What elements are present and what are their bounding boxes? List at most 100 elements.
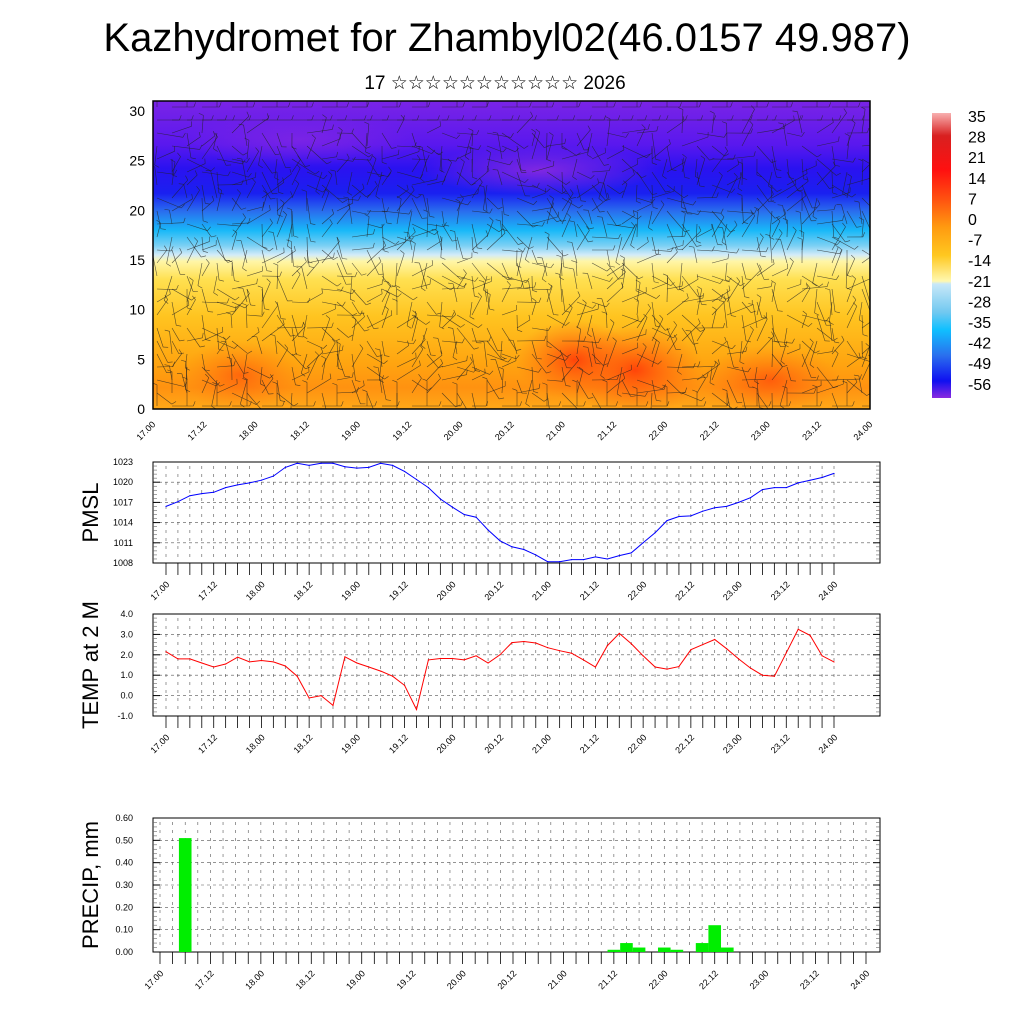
- wind-barb: [230, 314, 233, 329]
- wind-barb: [591, 197, 610, 212]
- wind-barb: [501, 284, 511, 303]
- wind-barb-flag: [528, 246, 534, 250]
- data-point: [618, 554, 620, 557]
- wind-barb-flag: [447, 327, 453, 329]
- wind-barb-flag: [713, 115, 717, 121]
- wind-barb: [681, 314, 701, 332]
- wind-barb: [201, 197, 204, 221]
- wind-barb-flag: [202, 332, 204, 338]
- wind-barb: [231, 158, 247, 163]
- wind-barb-flag: [812, 216, 818, 220]
- wind-barb: [561, 184, 572, 199]
- wind-barb-flag: [483, 209, 488, 213]
- wind-barb: [276, 214, 287, 238]
- wind-barb: [801, 314, 807, 329]
- wind-barb-flag: [398, 149, 400, 155]
- wind-barb: [858, 301, 863, 321]
- wind-barb: [531, 131, 536, 147]
- wind-barb-flag: [416, 115, 420, 121]
- wind-barb-flag: [772, 413, 777, 414]
- wind-barb: [186, 280, 194, 303]
- wind-barb: [321, 392, 327, 409]
- wind-barb-flag: [877, 151, 879, 156]
- wind-barb: [246, 314, 263, 317]
- wind-barb: [726, 224, 738, 238]
- wind-barb-flag: [856, 226, 862, 228]
- wind-barb-flag: [272, 381, 278, 384]
- wind-barb: [441, 340, 463, 344]
- wind-barb: [726, 281, 740, 303]
- wind-barb: [396, 345, 409, 355]
- wind-barb: [184, 353, 188, 368]
- wind-barb: [681, 278, 699, 290]
- wind-barb: [366, 314, 392, 329]
- wind-barb: [440, 154, 443, 173]
- wind-barb-flag: [852, 401, 855, 407]
- wind-barb: [756, 237, 764, 251]
- wind-barb-flag: [362, 389, 368, 392]
- wind-barb: [636, 307, 651, 329]
- wind-barb-flag: [522, 247, 526, 253]
- wind-barb-flag: [623, 267, 626, 273]
- wind-barb-flag: [362, 183, 365, 189]
- wind-barb-flag: [647, 303, 651, 309]
- wind-barb-flag: [696, 240, 701, 244]
- wind-barb-flag: [431, 149, 436, 154]
- y-tick-label: 25: [129, 153, 145, 169]
- wind-barb: [666, 327, 677, 350]
- wind-barb: [321, 117, 327, 134]
- wind-barb-flag: [600, 375, 605, 379]
- wind-barb: [861, 346, 870, 368]
- wind-barb-flag: [211, 115, 214, 121]
- wind-barb-flag: [402, 115, 405, 121]
- wind-barb-flag: [427, 387, 432, 391]
- x-tick-label: 17.12: [193, 968, 216, 991]
- wind-barb-flag: [479, 177, 483, 183]
- wind-barb-flag: [525, 278, 530, 283]
- wind-barb: [156, 392, 172, 405]
- wind-barb-flag: [696, 274, 699, 280]
- wind-barb: [501, 369, 504, 394]
- wind-barb-flag: [528, 314, 531, 320]
- y-tick-label: 15: [129, 252, 145, 268]
- wind-barb: [801, 204, 821, 225]
- wind-barb: [531, 184, 547, 193]
- wind-barb: [216, 262, 220, 280]
- wind-barb: [809, 340, 818, 365]
- wind-barb-flag: [260, 383, 266, 387]
- wind-barb-flag: [278, 192, 284, 194]
- wind-barb: [456, 314, 479, 328]
- wind-barb: [156, 210, 162, 229]
- wind-barb-flag: [257, 327, 260, 333]
- y-tick-label: 0.00: [115, 947, 133, 957]
- wind-barb: [711, 150, 728, 173]
- wind-barb: [406, 301, 413, 326]
- wind-barb: [561, 353, 567, 368]
- wind-barb-flag: [859, 374, 862, 380]
- wind-barb: [426, 355, 443, 368]
- colorbar-label: 28: [968, 130, 986, 147]
- wind-barb: [651, 184, 654, 208]
- wind-barb: [306, 184, 324, 193]
- wind-barb-flag: [683, 157, 685, 163]
- wind-barb-flag: [302, 87, 307, 89]
- wind-barb-flag: [400, 250, 405, 254]
- data-point: [392, 675, 394, 677]
- wind-barb: [336, 157, 350, 173]
- wind-barb: [696, 378, 706, 394]
- data-point: [499, 540, 501, 542]
- wind-barb-flag: [812, 283, 817, 287]
- wind-barb-flag: [372, 155, 377, 159]
- wind-barb: [591, 301, 607, 308]
- wind-barb: [546, 286, 553, 303]
- wind-barb-flag: [213, 148, 218, 152]
- x-tick-label: 23.12: [800, 419, 823, 442]
- colorbar-label: -28: [968, 294, 991, 311]
- wind-barb-flag: [315, 170, 320, 175]
- wind-barb-flag: [641, 124, 646, 129]
- wind-barb-flag: [808, 322, 813, 327]
- wind-barb: [411, 283, 431, 290]
- wind-barb: [741, 249, 767, 253]
- wind-barb-flag: [692, 389, 698, 393]
- wind-barb: [786, 284, 801, 290]
